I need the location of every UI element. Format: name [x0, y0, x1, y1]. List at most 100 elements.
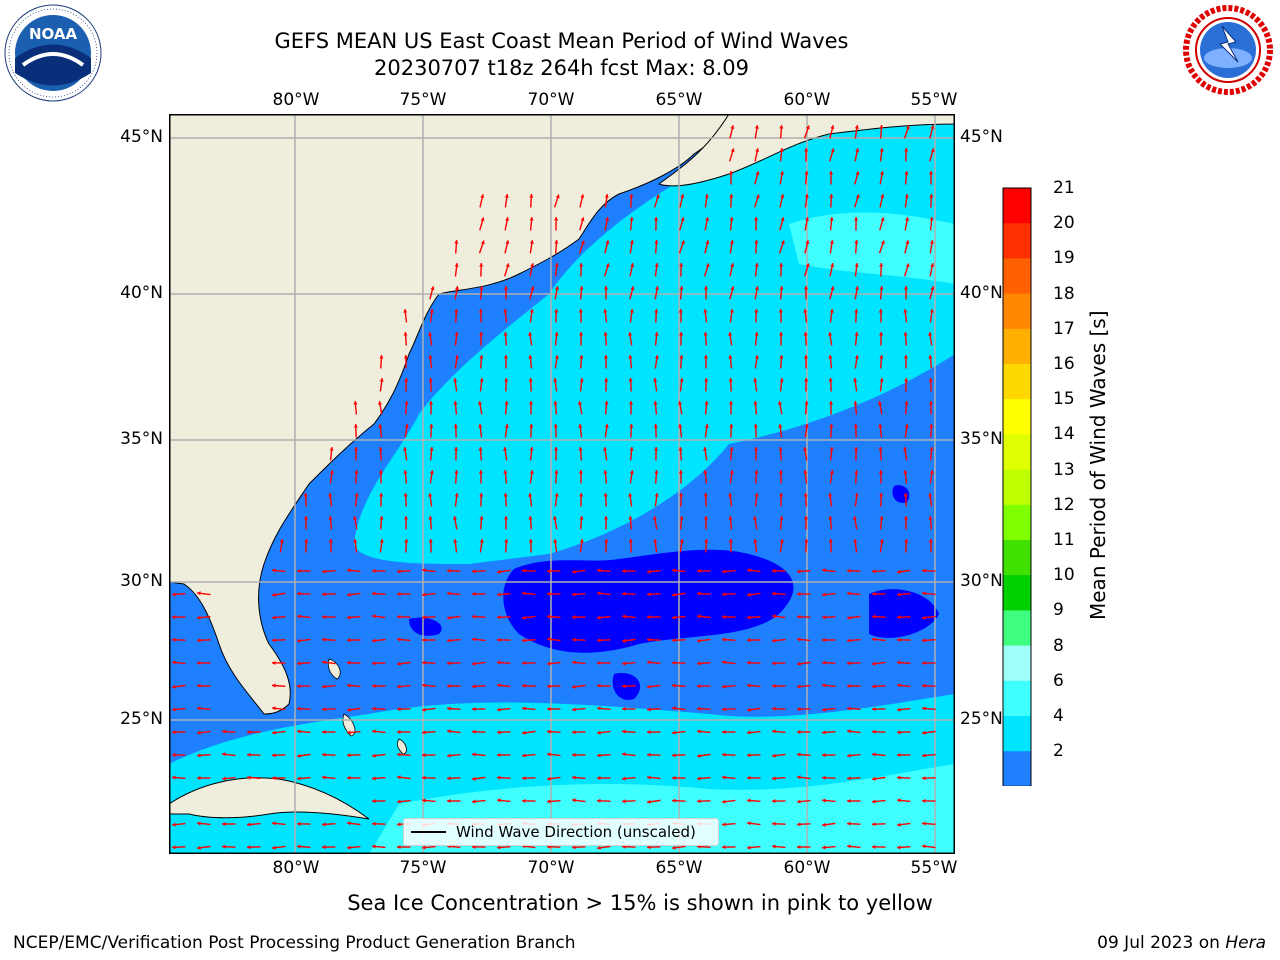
- lon-label-top: 70°W: [527, 90, 575, 110]
- wave-direction-arrowhead: [628, 355, 633, 359]
- wave-direction-arrowhead: [297, 821, 301, 826]
- wave-direction-arrowhead: [322, 660, 326, 665]
- wave-direction-arrowhead: [347, 568, 351, 573]
- wave-direction-arrowhead: [479, 355, 484, 359]
- wave-direction-arrowhead: [347, 707, 351, 712]
- wave-direction-arrowhead: [829, 424, 834, 428]
- wave-direction-arrowhead: [422, 637, 426, 643]
- wave-direction-arrowhead: [753, 516, 758, 520]
- wave-direction-arrowhead: [679, 355, 684, 359]
- wave-direction-arrowhead: [879, 171, 884, 175]
- wave-direction-arrowhead: [879, 125, 884, 129]
- wave-direction-arrowhead: [628, 401, 634, 405]
- wave-direction-arrowhead: [422, 707, 426, 712]
- wave-direction-arrowhead: [479, 378, 484, 382]
- wave-direction-arrowhead: [578, 470, 583, 474]
- colorbar-segment: [1003, 188, 1031, 224]
- wave-direction-arrowhead: [903, 355, 908, 359]
- wave-direction-arrowhead: [729, 240, 734, 244]
- wave-direction-arrowhead: [829, 240, 834, 244]
- wave-direction-arrowhead: [703, 493, 708, 497]
- wave-direction-arrowhead: [679, 286, 684, 290]
- wave-direction-arrowhead: [272, 730, 276, 735]
- colorbar-segment: [1003, 328, 1031, 365]
- footer-date: 09 Jul 2023 on Hera: [1097, 932, 1266, 954]
- wave-direction-arrowhead: [853, 401, 858, 405]
- wave-direction-arrowhead: [597, 776, 601, 781]
- noaa-logo-text: NOAA: [29, 25, 78, 43]
- wave-direction-arrowhead: [197, 730, 201, 735]
- wave-direction-arrowhead: [572, 798, 576, 803]
- wave-direction-arrowhead: [697, 753, 701, 758]
- wave-direction-arrowhead: [847, 661, 851, 666]
- wave-direction-arrowhead: [554, 447, 559, 451]
- wave-direction-arrowhead: [172, 775, 176, 780]
- wave-direction-arrowhead: [672, 615, 676, 620]
- wave-direction-arrowhead: [580, 240, 585, 245]
- wave-direction-arrowhead: [572, 569, 576, 574]
- wave-direction-arrowhead: [622, 569, 626, 574]
- wave-direction-arrowhead: [878, 401, 883, 405]
- wave-direction-arrowhead: [428, 539, 433, 543]
- wave-direction-arrowhead: [272, 753, 276, 758]
- wave-direction-arrowhead: [497, 730, 501, 735]
- wave-direction-arrowhead: [879, 148, 884, 152]
- wave-direction-arrowhead: [772, 591, 776, 596]
- map-frame: [168, 113, 956, 854]
- wave-direction-arrowhead: [504, 539, 509, 543]
- wave-direction-arrowhead: [403, 447, 408, 451]
- wave-direction-arrowhead: [572, 592, 576, 597]
- wave-direction-arrowhead: [705, 217, 710, 221]
- wave-direction-arrowhead: [897, 798, 901, 803]
- wave-direction-arrowhead: [172, 845, 176, 850]
- wave-direction-arrowhead: [497, 569, 501, 574]
- wave-direction-arrowhead: [603, 355, 608, 359]
- wave-direction-arrowhead: [780, 240, 785, 245]
- wave-direction-arrowhead: [447, 776, 451, 781]
- wave-direction-arrowhead: [628, 539, 633, 543]
- wave-direction-arrowhead: [897, 822, 901, 827]
- wave-direction-arrowhead: [553, 401, 558, 405]
- wave-direction-arrowhead: [797, 822, 801, 827]
- wave-direction-arrowhead: [697, 799, 701, 804]
- wave-direction-arrowhead: [272, 706, 276, 711]
- wave-direction-arrowhead: [929, 217, 934, 221]
- land-north-america: [168, 113, 730, 715]
- wave-direction-arrowhead: [453, 378, 458, 382]
- wave-direction-arrowhead: [472, 661, 476, 666]
- wave-direction-arrowhead: [678, 470, 683, 474]
- wave-direction-arrowhead: [197, 638, 201, 643]
- wave-direction-arrowhead: [354, 447, 359, 451]
- wave-direction-arrowhead: [397, 684, 401, 689]
- chart-subtitle: 20230707 t18z 264h fcst Max: 8.09: [374, 56, 749, 80]
- wave-direction-arrowhead: [297, 844, 301, 849]
- wave-direction-arrowhead: [854, 470, 859, 474]
- wave-direction-arrowhead: [897, 752, 901, 758]
- lat-label-right: 40°N: [960, 283, 1003, 303]
- wave-direction-arrowhead: [172, 730, 176, 735]
- wave-direction-arrowhead: [697, 729, 701, 734]
- wave-direction-arrowhead: [530, 286, 535, 291]
- wave-direction-arrowhead: [797, 684, 801, 689]
- wave-direction-arrowhead: [679, 332, 684, 336]
- wave-direction-arrowhead: [722, 845, 726, 850]
- wave-direction-arrowhead: [854, 447, 859, 451]
- wave-direction-arrowhead: [628, 378, 633, 382]
- wave-direction-arrowhead: [579, 378, 584, 382]
- wave-direction-arrowhead: [604, 401, 609, 405]
- wave-direction-arrowhead: [853, 424, 858, 428]
- wave-direction-arrowhead: [754, 286, 759, 290]
- wave-direction-arrowhead: [828, 539, 833, 543]
- wave-direction-arrowhead: [404, 401, 409, 405]
- wave-direction-arrowhead: [547, 661, 551, 666]
- wave-direction-arrowhead: [379, 516, 384, 520]
- wave-direction-arrowhead: [428, 378, 433, 382]
- wave-direction-arrowhead: [605, 263, 610, 268]
- wave-direction-arrowhead: [553, 539, 558, 543]
- wave-direction-arrowhead: [879, 286, 884, 290]
- wave-direction-arrowhead: [772, 844, 776, 849]
- colorbar-segment: [1003, 434, 1031, 471]
- wave-direction-arrowhead: [747, 730, 751, 735]
- wave-direction-arrowhead: [379, 539, 384, 543]
- wave-direction-arrowhead: [597, 753, 601, 758]
